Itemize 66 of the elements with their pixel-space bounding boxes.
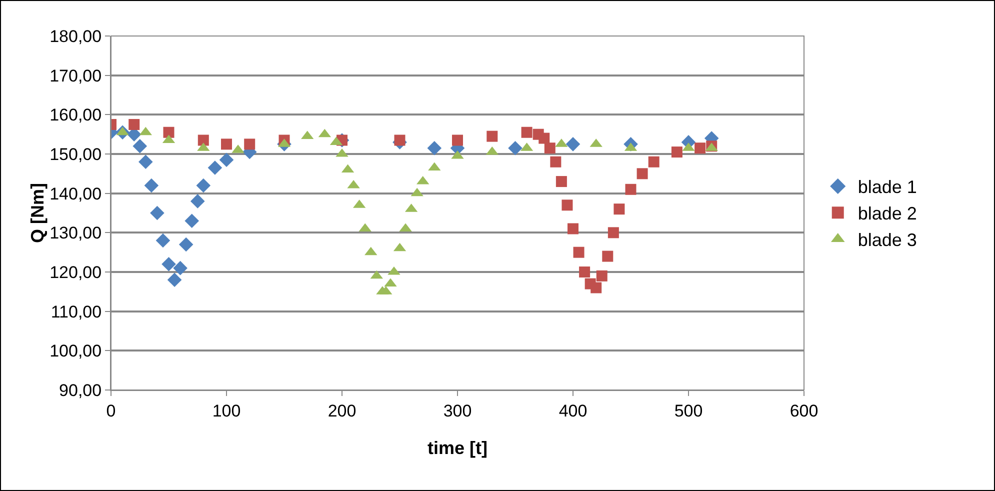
point — [550, 156, 562, 168]
point — [544, 142, 556, 154]
point — [452, 134, 463, 146]
point — [162, 256, 176, 272]
point — [486, 130, 498, 142]
point — [427, 140, 442, 156]
point — [208, 160, 222, 175]
point — [198, 134, 209, 146]
point — [608, 227, 619, 238]
point — [167, 272, 182, 288]
point — [132, 138, 148, 154]
point — [602, 250, 614, 262]
point — [614, 204, 625, 215]
point — [568, 223, 578, 234]
y-tick-label: 170,00 — [50, 66, 102, 86]
point — [596, 270, 608, 282]
y-tick-label: 130,00 — [50, 224, 102, 243]
x-tick-label: 400 — [558, 401, 588, 420]
point — [190, 194, 205, 208]
point — [521, 126, 532, 138]
x-tick-label: 300 — [443, 401, 472, 420]
point — [573, 246, 584, 258]
point — [579, 266, 590, 278]
point — [625, 184, 636, 195]
y-tick-label: 160,00 — [50, 106, 102, 125]
y-tick-label: 140,00 — [50, 184, 102, 204]
x-tick-label: 100 — [212, 401, 241, 420]
point — [394, 134, 406, 146]
y-axis-title: Q [Nm] — [28, 183, 48, 243]
y-tick-label: 150,00 — [50, 144, 102, 164]
y-tick-label: 120,00 — [50, 262, 102, 282]
point — [636, 168, 648, 180]
point — [150, 206, 164, 220]
point — [156, 233, 170, 248]
point — [196, 178, 211, 193]
legend-label: blade 1 — [858, 177, 917, 198]
y-tick-label: 100,00 — [50, 342, 102, 361]
point — [138, 154, 153, 170]
x-tick-label: 600 — [790, 401, 818, 420]
point — [538, 132, 550, 144]
x-tick-label: 0 — [106, 401, 116, 420]
y-tick-label: 90,00 — [59, 380, 102, 400]
point — [184, 214, 199, 228]
point — [144, 178, 159, 193]
point — [562, 200, 573, 211]
y-tick-label: 180,00 — [50, 26, 102, 46]
point — [163, 126, 174, 138]
y-tick-label: 110,00 — [50, 302, 102, 322]
point — [694, 142, 706, 154]
point — [590, 282, 602, 294]
x-axis-title: time [t] — [428, 438, 488, 458]
x-tick-label: 500 — [674, 401, 703, 420]
point — [128, 119, 140, 130]
point — [244, 138, 256, 150]
point — [556, 176, 567, 188]
point — [221, 138, 232, 150]
point — [671, 146, 682, 158]
point — [648, 156, 660, 168]
point — [219, 152, 234, 168]
x-tick-label: 200 — [328, 401, 356, 420]
point — [508, 140, 522, 156]
point — [178, 237, 194, 252]
point — [173, 260, 188, 276]
legend-label: blade 3 — [858, 230, 917, 250]
legend-label: blade 2 — [858, 204, 917, 224]
point — [566, 137, 580, 152]
